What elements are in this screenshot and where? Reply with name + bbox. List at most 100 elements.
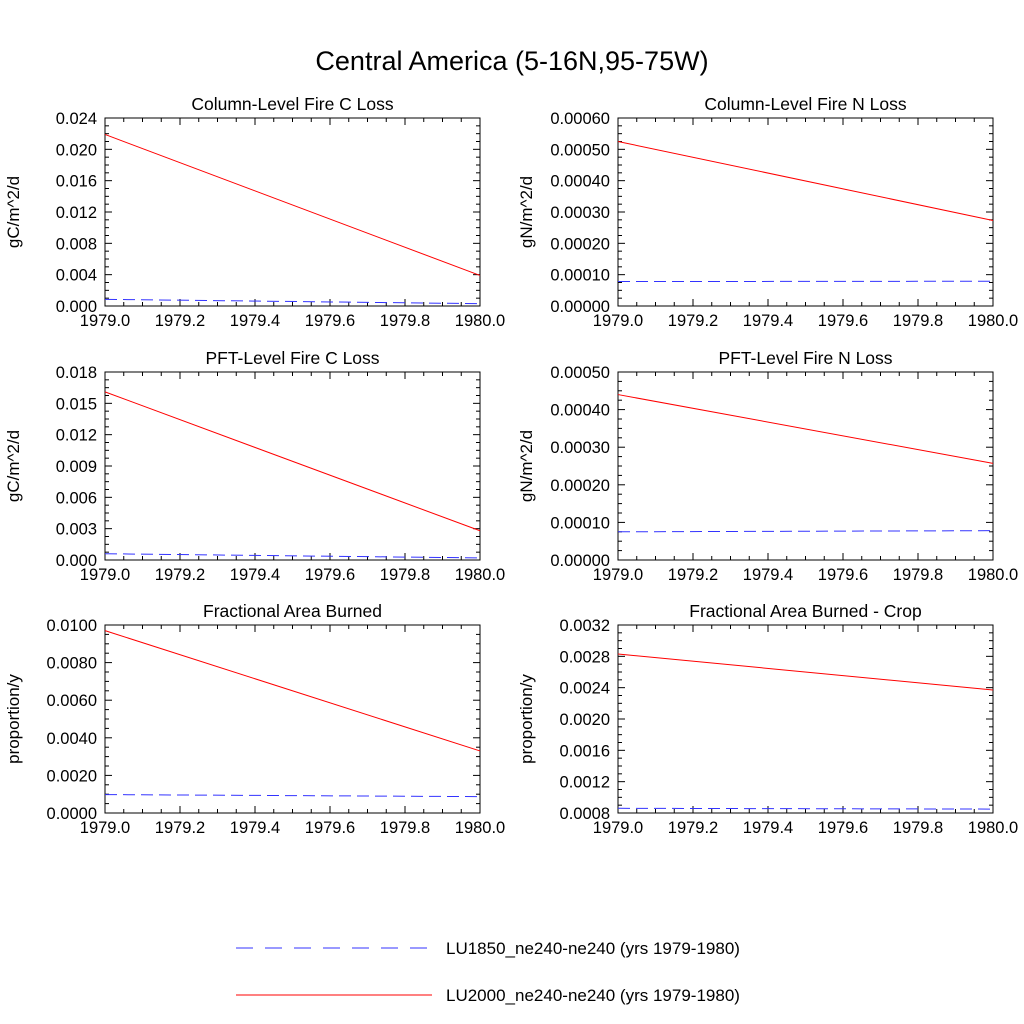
y-tick-label: 0.004 [56, 267, 97, 285]
x-tick-label: 1979.0 [80, 566, 130, 584]
y-tick-label: 0.000 [56, 552, 97, 570]
x-tick-label: 1979.8 [380, 566, 430, 584]
x-tick-label: 1979.2 [668, 819, 718, 837]
legend-label-lu2000: LU2000_ne240-ne240 (yrs 1979-1980) [446, 986, 740, 1005]
y-tick-label: 0.00010 [550, 514, 610, 532]
y-tick-label: 0.003 [56, 521, 97, 539]
plot-frame [617, 624, 994, 814]
y-tick-label: 0.00000 [550, 298, 610, 316]
y-tick-label: 0.00040 [550, 173, 610, 191]
series-line-lu1850 [617, 807, 994, 810]
x-tick-label: 1979.8 [893, 566, 943, 584]
y-tick-label: 0.012 [56, 204, 97, 222]
y-tick-label: 0.008 [56, 235, 97, 253]
y-tick-label: 0.00030 [550, 439, 610, 457]
x-tick-label: 1979.4 [743, 566, 793, 584]
x-tick-label: 1979.4 [743, 312, 793, 330]
y-tick-label: 0.0016 [560, 742, 610, 760]
chart-panel-pft-n-loss: 1979.0 1979.2 1979.4 1979.6 1979.8 1980.0 0.00… [517, 348, 1018, 584]
x-tick-label: 1979.2 [668, 566, 718, 584]
x-tick-label: 1979.6 [305, 819, 355, 837]
y-tick-label: 0.00020 [550, 235, 610, 253]
series-line-lu2000 [104, 391, 481, 532]
x-tick-label: 1979.8 [893, 819, 943, 837]
y-tick-label: 0.0080 [47, 655, 97, 673]
y-axis-label: proportion/y [517, 674, 536, 764]
y-tick-label: 0.0100 [47, 617, 97, 635]
y-tick-label: 0.00050 [550, 141, 610, 159]
y-tick-label: 0.024 [56, 110, 97, 128]
chart-panel-pft-c-loss: 1979.0 1979.2 1979.4 1979.6 1979.8 1980.0 0.00… [4, 348, 505, 584]
y-tick-label: 0.00040 [550, 402, 610, 420]
x-tick-label: 1979.6 [818, 566, 868, 584]
x-tick-label: 1979.2 [155, 819, 205, 837]
x-tick-label: 1979.2 [155, 566, 205, 584]
panel-title: Column-Level Fire N Loss [704, 94, 907, 114]
x-tick-label: 1980.0 [455, 819, 505, 837]
y-tick-label: 0.00020 [550, 477, 610, 495]
y-tick-label: 0.0008 [560, 805, 610, 823]
series-line-lu2000 [104, 133, 481, 276]
y-tick-label: 0.009 [56, 458, 97, 476]
series-line-lu2000 [617, 653, 994, 691]
y-tick-label: 0.0020 [47, 767, 97, 785]
y-tick-label: 0.0032 [560, 617, 610, 635]
y-axis-label: gC/m^2/d [4, 176, 23, 248]
x-tick-label: 1980.0 [968, 566, 1018, 584]
y-tick-label: 0.000 [56, 298, 97, 316]
y-tick-label: 0.0028 [560, 648, 610, 666]
x-tick-label: 1979.2 [155, 312, 205, 330]
y-tick-label: 0.0000 [47, 805, 97, 823]
plot-frame [104, 624, 481, 814]
x-tick-label: 1979.4 [230, 312, 280, 330]
x-tick-label: 1979.8 [380, 312, 430, 330]
y-tick-label: 0.00000 [550, 552, 610, 570]
x-tick-label: 1979.8 [893, 312, 943, 330]
plot-frame [104, 117, 481, 307]
x-tick-label: 1980.0 [455, 566, 505, 584]
y-tick-label: 0.00050 [550, 364, 610, 382]
plot-frame [104, 371, 481, 561]
y-tick-label: 0.00060 [550, 110, 610, 128]
y-tick-label: 0.0020 [560, 711, 610, 729]
y-tick-label: 0.015 [56, 395, 97, 413]
y-tick-label: 0.0040 [47, 730, 97, 748]
series-line-lu2000 [617, 394, 994, 464]
x-tick-label: 1979.0 [593, 312, 643, 330]
y-axis-label: gC/m^2/d [4, 430, 23, 502]
y-axis-label: proportion/y [4, 674, 23, 764]
series-line-lu2000 [617, 141, 994, 221]
chart-panel-column-c-loss: 1979.0 1979.2 1979.4 1979.6 1979.8 1980.0 0.00… [4, 94, 505, 330]
chart-panel-area-burned: 1979.0 1979.2 1979.4 1979.6 1979.8 1980.0 0.00… [4, 601, 505, 837]
panel-title: PFT-Level Fire N Loss [718, 348, 892, 368]
y-tick-label: 0.00030 [550, 204, 610, 222]
x-tick-label: 1980.0 [968, 312, 1018, 330]
x-tick-label: 1979.8 [380, 819, 430, 837]
panel-title: PFT-Level Fire C Loss [205, 348, 379, 368]
y-tick-label: 0.012 [56, 427, 97, 445]
x-tick-label: 1979.4 [230, 566, 280, 584]
y-tick-label: 0.020 [56, 141, 97, 159]
series-line-lu2000 [104, 630, 481, 752]
legend: LU1850_ne240-ne240 (yrs 1979-1980) LU200… [236, 939, 740, 1005]
chart-panel-area-burned-crop: 1979.0 1979.2 1979.4 1979.6 1979.8 1980.0 0.00… [517, 601, 1018, 837]
x-tick-label: 1979.0 [593, 566, 643, 584]
x-tick-label: 1979.0 [80, 312, 130, 330]
y-axis-label: gN/m^2/d [517, 176, 536, 248]
x-tick-label: 1979.4 [230, 819, 280, 837]
x-tick-label: 1979.6 [305, 312, 355, 330]
x-tick-label: 1979.0 [80, 819, 130, 837]
series-line-lu1850 [104, 794, 481, 798]
x-tick-label: 1979.4 [743, 819, 793, 837]
legend-label-lu1850: LU1850_ne240-ne240 (yrs 1979-1980) [446, 939, 740, 958]
panel-title: Fractional Area Burned [203, 601, 382, 621]
y-tick-label: 0.018 [56, 364, 97, 382]
x-tick-label: 1979.6 [818, 819, 868, 837]
series-line-lu1850 [104, 553, 481, 559]
y-tick-label: 0.0060 [47, 692, 97, 710]
x-tick-label: 1979.0 [593, 819, 643, 837]
plot-frame [617, 117, 994, 307]
figure-title: Central America (5-16N,95-75W) [315, 46, 708, 76]
y-tick-label: 0.00010 [550, 267, 610, 285]
